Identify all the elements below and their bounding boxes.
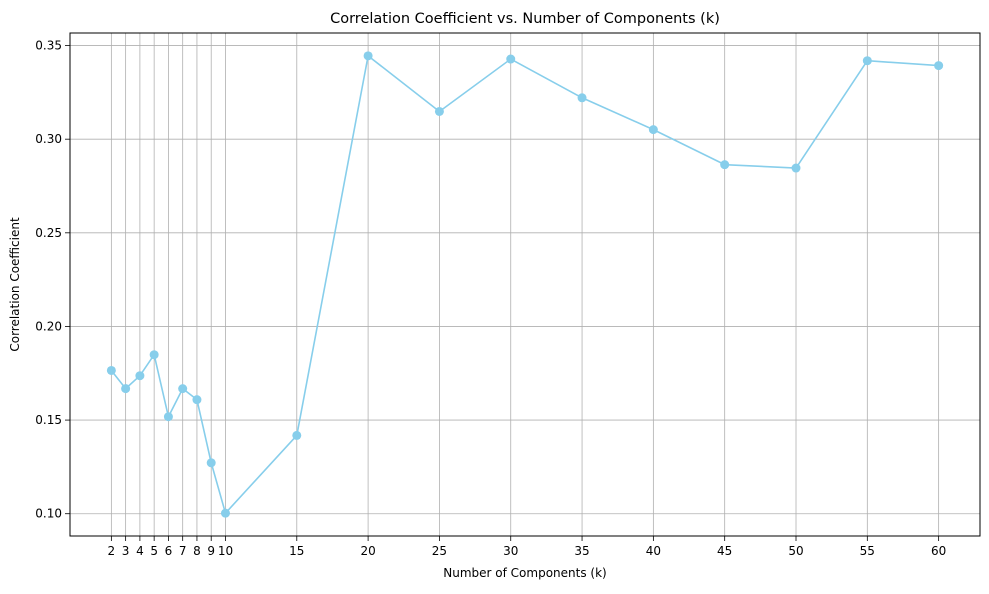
data-point	[192, 395, 202, 405]
data-point	[648, 125, 658, 135]
data-point	[106, 365, 116, 375]
y-tick-label: 0.30	[35, 132, 62, 146]
x-tick-label: 4	[136, 544, 144, 558]
x-tick-label: 9	[207, 544, 215, 558]
y-axis-ticks: 0.10 0.15 0.20 0.25 0.30 0.35	[35, 39, 70, 521]
data-point	[206, 458, 216, 468]
series-layer	[106, 51, 944, 518]
y-tick-label: 0.15	[35, 413, 62, 427]
data-point	[149, 350, 159, 360]
x-tick-label: 30	[503, 544, 518, 558]
y-tick-label: 0.35	[35, 39, 62, 53]
y-tick-label: 0.20	[35, 319, 62, 333]
x-tick-label: 25	[432, 544, 447, 558]
data-point	[363, 51, 373, 61]
data-point	[163, 412, 173, 422]
x-tick-label: 50	[788, 544, 803, 558]
data-point	[934, 61, 944, 71]
x-tick-label: 15	[289, 544, 304, 558]
data-point	[220, 508, 230, 518]
series-line	[110, 55, 939, 514]
x-tick-label: 35	[574, 544, 589, 558]
x-tick-label: 20	[360, 544, 375, 558]
x-tick-label: 2	[108, 544, 116, 558]
y-tick-label: 0.10	[35, 507, 62, 521]
x-tick-label: 55	[860, 544, 875, 558]
chart-title: Correlation Coefficient vs. Number of Co…	[330, 11, 720, 27]
data-point	[577, 93, 587, 103]
y-tick-label: 0.25	[35, 226, 62, 240]
x-tick-label: 45	[717, 544, 732, 558]
x-tick-label: 40	[646, 544, 661, 558]
x-tick-label: 5	[150, 544, 158, 558]
x-axis-ticks: 2 3 4 5 6 7 8 9 10 15 20 25 30 35 40 45 50 55 60	[108, 536, 946, 558]
data-point	[434, 106, 444, 116]
x-tick-label: 7	[179, 544, 187, 558]
data-point	[862, 56, 872, 66]
data-point	[506, 54, 516, 64]
data-point	[178, 384, 188, 394]
data-point	[121, 384, 131, 394]
x-axis-label: Number of Components (k)	[443, 566, 606, 580]
x-tick-label: 10	[218, 544, 233, 558]
grid-lines	[70, 33, 980, 536]
x-tick-label: 3	[122, 544, 130, 558]
data-point	[720, 160, 730, 170]
data-point	[135, 371, 145, 381]
data-point	[791, 163, 801, 173]
data-point	[292, 430, 302, 440]
y-axis-label: Correlation Coefficient	[8, 217, 22, 352]
plot-frame	[69, 32, 981, 537]
x-tick-label: 60	[931, 544, 946, 558]
x-tick-label: 8	[193, 544, 201, 558]
x-tick-label: 6	[165, 544, 173, 558]
